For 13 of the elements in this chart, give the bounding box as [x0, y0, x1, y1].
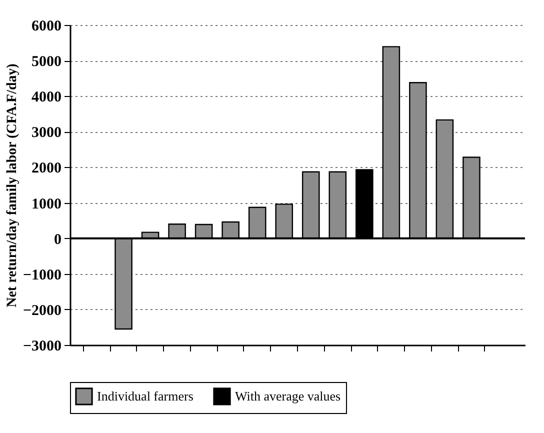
y-tick-label: 3000 — [32, 125, 62, 142]
legend-label: Individual farmers — [97, 388, 194, 404]
y-tick-label: 6000 — [32, 18, 62, 34]
legend-label: With average values — [235, 388, 341, 404]
y-tick-label: 0 — [54, 232, 62, 248]
y-tick-label: 4000 — [32, 90, 62, 106]
y-tick-label: 2000 — [32, 160, 62, 177]
y-tick-label: −2000 — [22, 302, 62, 319]
y-tick-label: 1000 — [32, 196, 62, 212]
y-tick-label: −1000 — [22, 267, 62, 284]
y-tick-label: −3000 — [22, 338, 62, 354]
y-axis-title: Net return/day family labor (CFA.F/day) — [4, 63, 20, 308]
y-tick-label: 5000 — [32, 54, 62, 70]
